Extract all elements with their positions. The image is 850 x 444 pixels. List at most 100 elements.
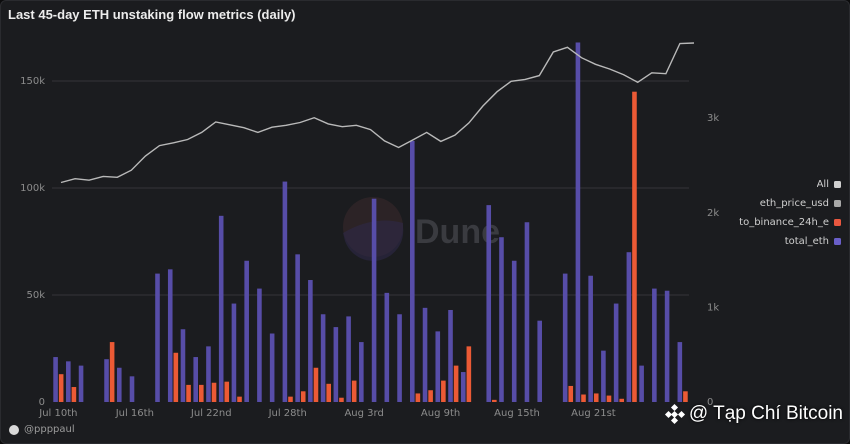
bar-to-binance bbox=[428, 390, 433, 402]
y-right-tick-label: 2k bbox=[707, 208, 719, 219]
bar-to-binance bbox=[441, 380, 446, 402]
bar-total-eth bbox=[116, 367, 122, 402]
bar-total-eth bbox=[652, 288, 657, 402]
legend-item-eth-price[interactable]: eth_price_usd bbox=[721, 194, 841, 213]
bar-total-eth bbox=[588, 275, 593, 402]
eth-price-line bbox=[60, 42, 695, 184]
bar-total-eth bbox=[333, 327, 339, 402]
bar-total-eth bbox=[193, 357, 199, 402]
site-watermark-text: @ Tạp Chí Bitcoin bbox=[688, 403, 843, 424]
bar-to-binance bbox=[453, 365, 459, 402]
bar-total-eth bbox=[282, 181, 288, 402]
bar-total-eth bbox=[180, 329, 186, 402]
author-footer[interactable]: @ppppaul bbox=[9, 424, 75, 435]
bar-total-eth bbox=[346, 316, 351, 402]
bar-total-eth bbox=[206, 346, 211, 402]
y-right-tick-label: 1k bbox=[707, 302, 719, 313]
bar-to-binance bbox=[606, 395, 612, 402]
legend-label-all: All bbox=[816, 179, 829, 190]
site-watermark: @ Tạp Chí Bitcoin bbox=[664, 403, 843, 425]
bar-total-eth bbox=[524, 222, 530, 402]
bar-to-binance bbox=[211, 382, 217, 402]
bar-to-binance bbox=[339, 397, 344, 402]
bar-to-binance bbox=[199, 384, 204, 402]
bar-to-binance bbox=[71, 387, 77, 402]
y-right-tick-label: 3k bbox=[707, 113, 719, 124]
legend-swatch-eth-price bbox=[834, 200, 841, 207]
bar-total-eth bbox=[435, 331, 441, 402]
bar-to-binance bbox=[581, 394, 586, 402]
bar-to-binance bbox=[492, 399, 497, 402]
bar-to-binance bbox=[351, 380, 357, 402]
bar-total-eth bbox=[575, 42, 581, 402]
bar-to-binance bbox=[186, 384, 191, 402]
bar-total-eth bbox=[677, 342, 683, 402]
bar-to-binance bbox=[326, 383, 331, 402]
bar-total-eth bbox=[295, 254, 300, 402]
y-left-tick-label: 100k bbox=[20, 183, 45, 194]
bar-total-eth bbox=[244, 260, 249, 402]
legend: All eth_price_usd to_binance_24h_e total… bbox=[721, 175, 841, 251]
x-tick-label: Aug 15th bbox=[494, 408, 540, 419]
y-left-tick-label: 0 bbox=[39, 397, 45, 408]
bar-total-eth bbox=[460, 372, 466, 402]
bar-total-eth bbox=[257, 288, 262, 402]
bar-total-eth bbox=[104, 359, 109, 402]
bar-to-binance bbox=[683, 391, 688, 402]
bar-to-binance bbox=[58, 374, 64, 402]
bar-to-binance bbox=[593, 393, 599, 402]
bar-to-binance bbox=[109, 342, 115, 402]
bar-total-eth bbox=[639, 365, 644, 402]
bar-to-binance bbox=[466, 346, 472, 402]
bar-to-binance bbox=[632, 91, 637, 402]
legend-item-to-binance[interactable]: to_binance_24h_e bbox=[721, 213, 841, 232]
bar-total-eth bbox=[562, 273, 568, 402]
x-tick-label: Aug 3rd bbox=[344, 408, 383, 419]
legend-label-to-binance: to_binance_24h_e bbox=[739, 217, 829, 228]
bar-total-eth bbox=[626, 252, 632, 402]
bar-to-binance bbox=[313, 367, 319, 402]
x-tick-label: Jul 28th bbox=[268, 408, 307, 419]
x-tick-label: Jul 22nd bbox=[190, 408, 232, 419]
bar-total-eth bbox=[601, 350, 606, 402]
bar-to-binance bbox=[224, 381, 230, 402]
x-tick-label: Aug 9th bbox=[421, 408, 460, 419]
chart-title: Last 45-day ETH unstaking flow metrics (… bbox=[8, 7, 296, 22]
y-left-tick-label: 150k bbox=[20, 76, 45, 87]
bar-total-eth bbox=[410, 140, 415, 403]
bar-total-eth bbox=[537, 320, 542, 402]
author-avatar bbox=[9, 424, 19, 435]
bar-to-binance bbox=[173, 352, 179, 402]
bar-total-eth bbox=[66, 361, 71, 402]
legend-swatch-all bbox=[834, 181, 841, 188]
bar-total-eth bbox=[218, 215, 224, 402]
bar-total-eth bbox=[231, 303, 237, 402]
legend-item-all[interactable]: All bbox=[721, 175, 841, 194]
legend-item-total-eth[interactable]: total_eth bbox=[721, 232, 841, 251]
bar-total-eth bbox=[359, 342, 364, 402]
bar-total-eth bbox=[155, 273, 160, 402]
dune-watermark-text: Dune bbox=[415, 213, 500, 251]
bar-total-eth bbox=[486, 205, 492, 402]
bar-to-binance bbox=[415, 393, 421, 402]
x-tick-label: Jul 10th bbox=[38, 408, 77, 419]
bar-total-eth bbox=[129, 376, 135, 402]
legend-swatch-total-eth bbox=[834, 238, 841, 245]
bar-total-eth bbox=[308, 280, 313, 402]
bar-total-eth bbox=[397, 314, 402, 402]
bar-total-eth bbox=[613, 303, 619, 402]
bar-to-binance bbox=[300, 391, 306, 402]
bar-total-eth bbox=[511, 260, 517, 402]
bar-total-eth bbox=[78, 365, 84, 402]
author-handle: @ppppaul bbox=[24, 424, 75, 435]
bar-total-eth bbox=[371, 198, 377, 402]
legend-swatch-to-binance bbox=[834, 219, 841, 226]
bar-to-binance bbox=[619, 398, 625, 402]
y-right-tick-label: 0 bbox=[707, 397, 713, 408]
bar-total-eth bbox=[448, 309, 453, 402]
y-left-tick-label: 50k bbox=[26, 290, 45, 301]
bar-total-eth bbox=[269, 333, 275, 402]
bar-total-eth bbox=[422, 307, 428, 402]
